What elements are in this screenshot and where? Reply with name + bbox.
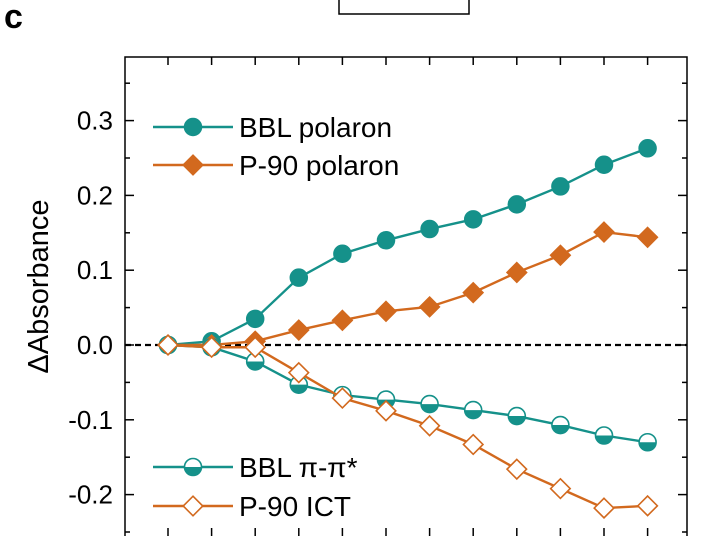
y-tick-label: 0.2 [77, 180, 113, 210]
data-point [157, 334, 179, 356]
data-point [289, 375, 309, 394]
data-point [462, 433, 485, 456]
legend-label: BBL polaron [239, 112, 392, 143]
data-point [594, 426, 614, 445]
data-point [418, 414, 441, 437]
open-circle-half [508, 416, 526, 425]
data-point [245, 309, 265, 329]
open-circle-half [421, 404, 439, 413]
panel-letter: c [4, 0, 23, 36]
data-point [549, 244, 572, 267]
legend-label: P-90 ICT [239, 491, 351, 522]
legend-marker [182, 154, 204, 176]
data-point [376, 231, 396, 250]
data-point [505, 261, 528, 284]
data-point [375, 399, 397, 422]
data-point [287, 319, 310, 341]
data-point [331, 387, 354, 410]
y-tick-label: 0.1 [77, 255, 113, 285]
data-point [289, 268, 309, 287]
series-line [167, 343, 648, 444]
data-point [462, 281, 485, 304]
series-line [167, 343, 648, 510]
open-circle-half [246, 361, 264, 370]
series-2 [167, 343, 648, 444]
y-tick-label: -0.1 [68, 405, 113, 435]
data-point [638, 139, 657, 158]
legend-entry-2: BBL π-π* [153, 452, 358, 483]
legend-marker [183, 117, 203, 137]
y-tick-label: 0.3 [77, 106, 113, 136]
open-circle-half [290, 384, 308, 394]
legend-marker [182, 495, 204, 517]
data-point [507, 195, 527, 214]
data-point [551, 177, 570, 196]
data-point [636, 226, 659, 249]
data-point [375, 300, 397, 323]
open-circle-half [639, 442, 657, 451]
data-point [593, 221, 615, 243]
data-point [333, 244, 352, 263]
legend-label: P-90 polaron [239, 150, 399, 181]
data-point [593, 497, 615, 519]
data-point [245, 352, 265, 371]
data-point [420, 219, 439, 239]
series-line [168, 230, 648, 347]
data-point [287, 361, 310, 384]
open-circle-half [464, 410, 482, 419]
top-box-fragment [338, 0, 470, 15]
data-point [200, 336, 223, 359]
data-point [420, 394, 439, 414]
data-point [463, 210, 483, 229]
data-point [636, 494, 659, 517]
data-point [418, 295, 441, 318]
data-point [244, 336, 267, 359]
data-point [331, 309, 354, 332]
legend-marker [183, 457, 203, 477]
legend-label: BBL π-π* [239, 452, 358, 483]
legend-entry-1: P-90 polaron [153, 150, 399, 181]
series-1 [168, 230, 648, 347]
plot-frame [124, 56, 688, 536]
data-point [549, 477, 572, 500]
y-tick-label: -0.2 [68, 480, 113, 510]
y-axis-label: ΔAbsorbance [23, 199, 55, 373]
series-3 [167, 343, 648, 510]
data-point [551, 415, 570, 435]
data-point [507, 406, 527, 426]
open-circle-half [184, 467, 202, 476]
open-circle-half [551, 425, 569, 434]
open-circle-half [595, 435, 613, 445]
y-tick-label: 0.0 [77, 330, 113, 360]
data-point [638, 432, 657, 452]
data-point [463, 400, 483, 420]
data-point [594, 155, 614, 174]
data-point [505, 458, 528, 481]
